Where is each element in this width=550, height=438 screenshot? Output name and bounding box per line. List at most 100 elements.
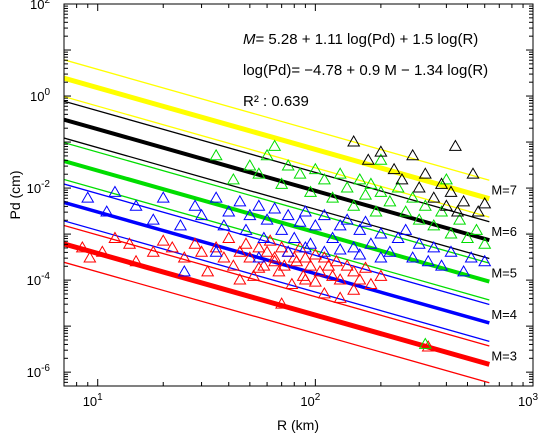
data-point xyxy=(317,251,331,263)
data-point xyxy=(340,181,354,193)
data-point xyxy=(222,231,236,243)
y-tick-label: 10-4 xyxy=(27,271,51,288)
data-point xyxy=(81,191,95,203)
data-point xyxy=(75,240,89,253)
fit-line xyxy=(64,241,491,367)
data-point xyxy=(257,231,271,243)
data-point xyxy=(246,269,261,281)
data-point xyxy=(285,277,299,289)
data-point xyxy=(418,167,432,179)
data-point xyxy=(387,162,401,175)
data-point xyxy=(252,240,266,253)
data-point xyxy=(317,286,331,299)
data-point xyxy=(290,254,304,267)
data-point xyxy=(353,248,367,260)
fit-line-minus xyxy=(64,95,490,218)
data-point xyxy=(340,259,354,271)
data-point xyxy=(100,205,114,217)
equation-block: M= 5.28 + 1.11 log(Pd) + 1.5 log(R) log(… xyxy=(243,31,488,110)
data-point xyxy=(260,148,274,161)
data-point xyxy=(347,199,361,211)
data-point xyxy=(95,245,109,257)
data-point xyxy=(308,275,322,287)
data-point xyxy=(326,269,340,281)
data-point xyxy=(268,202,282,214)
data-point xyxy=(272,265,286,277)
data-point xyxy=(434,259,449,271)
data-point xyxy=(317,245,331,257)
data-point xyxy=(317,208,331,221)
data-point xyxy=(444,227,458,239)
data-point xyxy=(217,251,231,263)
data-point xyxy=(243,251,257,263)
fit-line-minus xyxy=(64,220,490,342)
data-point xyxy=(275,297,289,309)
magnitude-label: M=7 xyxy=(491,183,517,198)
data-point xyxy=(369,205,383,217)
data-point xyxy=(233,194,247,207)
data-point xyxy=(374,145,388,157)
data-point xyxy=(427,240,441,253)
magnitude-labels: M=3 M=4 M=5 M=6 M=7 xyxy=(491,183,517,364)
data-point xyxy=(391,181,405,193)
magnitude-label: M=3 xyxy=(491,348,517,363)
equation-pd: log(Pd)= −4.78 + 0.9 M − 1.34 log(R) xyxy=(243,62,488,79)
data-point xyxy=(108,185,122,197)
data-point xyxy=(457,265,471,277)
data-point xyxy=(329,254,344,267)
data-point xyxy=(201,265,215,277)
data-point xyxy=(260,245,274,257)
data-point xyxy=(361,153,375,165)
fit-line xyxy=(64,200,490,325)
data-point xyxy=(421,254,435,267)
data-point xyxy=(457,194,471,207)
data-point xyxy=(427,191,441,203)
data-point xyxy=(146,245,160,257)
data-point xyxy=(293,215,307,227)
data-point xyxy=(374,227,388,239)
data-point xyxy=(358,188,373,200)
data-point xyxy=(317,172,331,185)
y-tick-label: 102 xyxy=(30,0,50,12)
data-point xyxy=(406,251,420,263)
data-point xyxy=(173,218,188,231)
data-point xyxy=(243,159,257,171)
data-point xyxy=(129,254,143,267)
data-point xyxy=(298,240,312,253)
data-point xyxy=(353,223,367,235)
data-point xyxy=(209,240,223,253)
data-point xyxy=(303,237,318,249)
fit-line-plus xyxy=(64,183,490,306)
data-point xyxy=(308,248,322,260)
data-point xyxy=(177,251,191,263)
data-point xyxy=(308,218,322,231)
data-point xyxy=(478,197,492,209)
data-point xyxy=(260,213,274,225)
data-point xyxy=(281,159,295,171)
data-point xyxy=(165,240,179,253)
data-point xyxy=(188,237,202,249)
data-point xyxy=(395,172,409,185)
data-point xyxy=(209,245,223,257)
data-point xyxy=(226,172,240,185)
magnitude-label: M=6 xyxy=(491,224,517,239)
data-point xyxy=(194,208,209,221)
data-point xyxy=(209,191,223,203)
data-point xyxy=(217,218,231,231)
data-point xyxy=(277,259,291,271)
x-tick-label: 102 xyxy=(300,392,320,409)
y-axis-label: Pd (cm) xyxy=(7,171,23,220)
data-point xyxy=(333,167,347,179)
data-point xyxy=(444,245,458,257)
data-point xyxy=(364,277,378,289)
data-point xyxy=(83,251,97,263)
magnitude-label: M=4 xyxy=(491,307,517,322)
data-point xyxy=(239,237,253,249)
data-point xyxy=(333,243,347,255)
fit-line-minus xyxy=(64,178,490,301)
data-point xyxy=(421,340,435,352)
data-point xyxy=(252,261,266,273)
data-point xyxy=(146,213,160,225)
data-point xyxy=(326,231,340,243)
fit-line-minus xyxy=(64,261,490,384)
